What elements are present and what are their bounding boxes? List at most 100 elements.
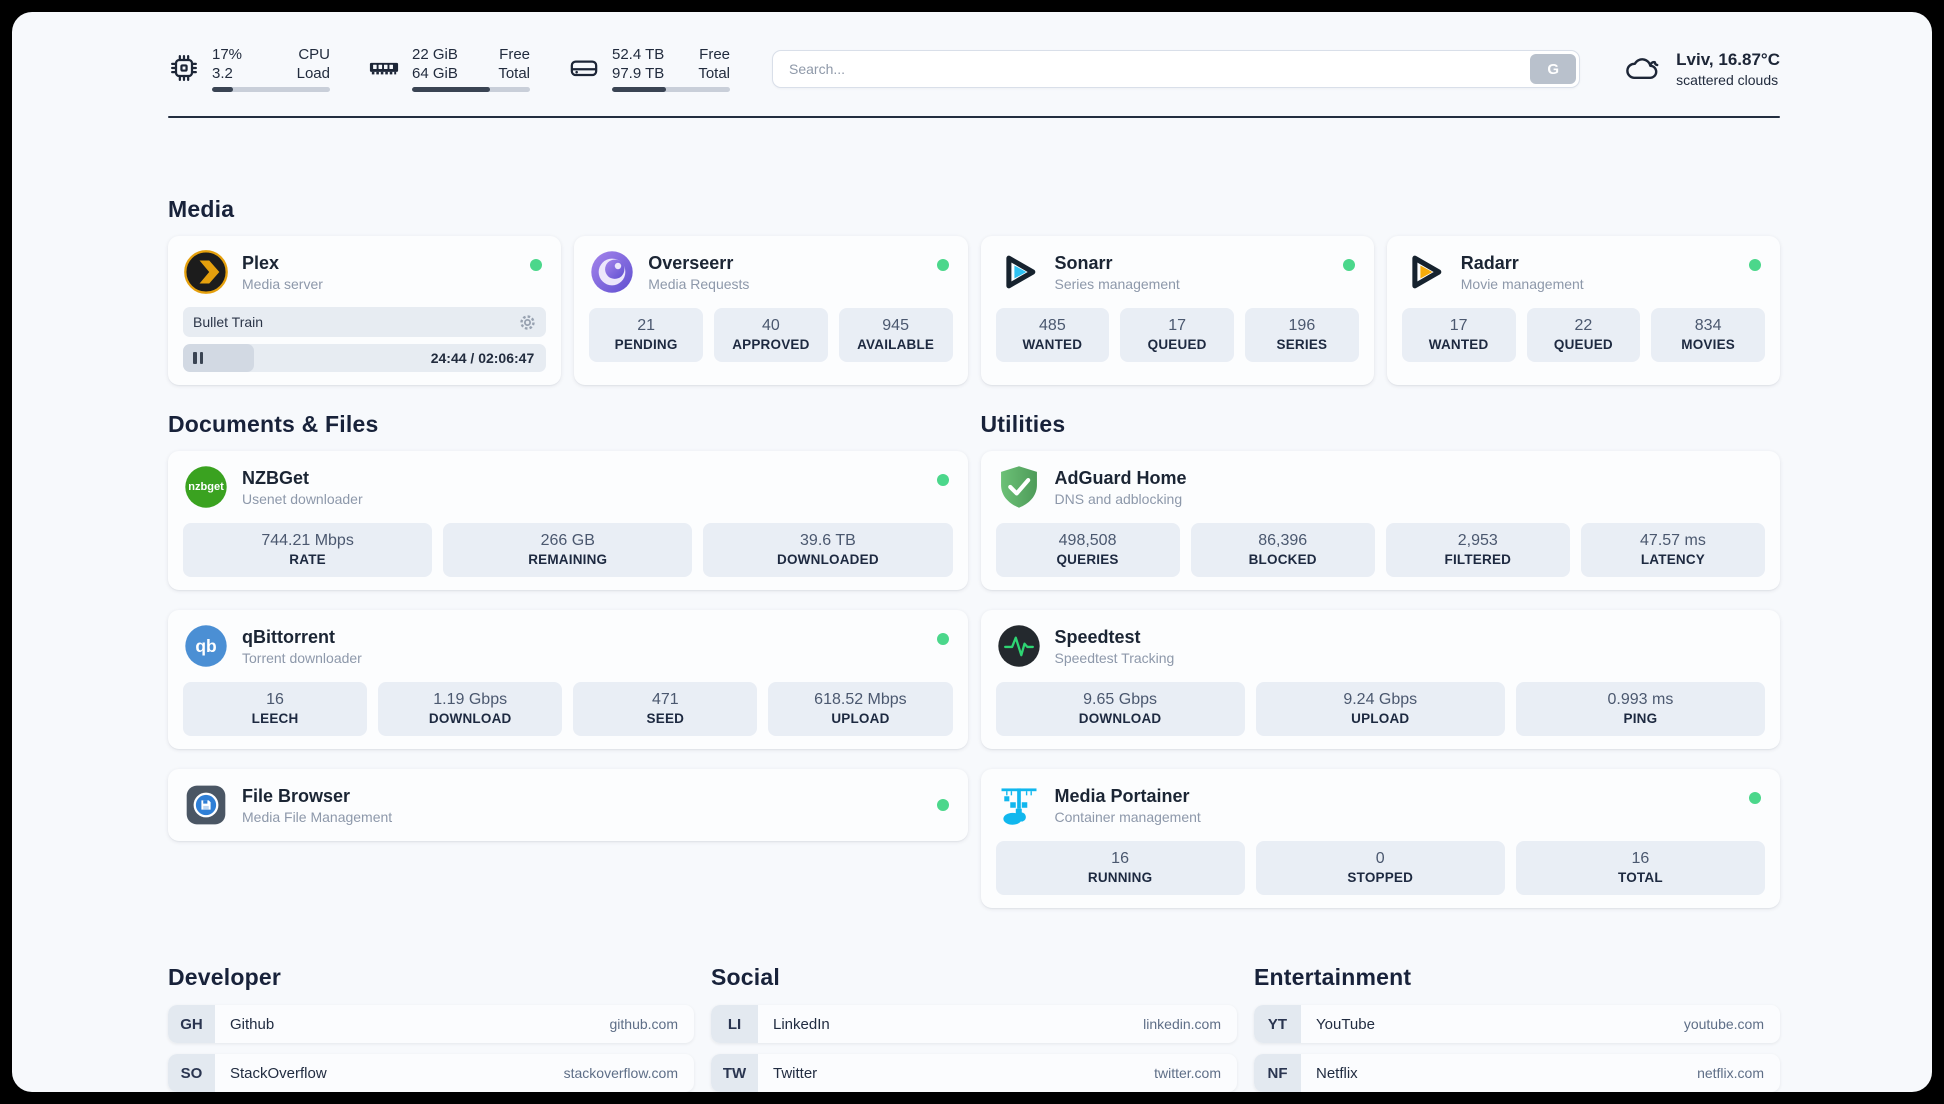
links-column-social: Social LI LinkedIn linkedin.com TW Twitt… (711, 964, 1237, 1092)
app-card-filebrowser[interactable]: File Browser Media File Management (168, 769, 968, 841)
pause-icon[interactable] (193, 352, 203, 364)
link-abbr: NF (1254, 1054, 1301, 1092)
section-title-developer: Developer (168, 964, 282, 990)
app-title: Plex (242, 252, 280, 273)
section-title-media: Media (168, 196, 235, 222)
ram-total-label: Total (498, 65, 530, 82)
disk-stat: 52.4 TB Free 97.9 TB Total (568, 46, 730, 92)
playback-time: 24:44 / 02:06:47 (430, 350, 535, 366)
ram-free-value: 22 GiB (412, 46, 458, 63)
sonarr-icon (996, 249, 1042, 295)
status-online-dot (936, 474, 949, 486)
overseerr-icon (589, 249, 635, 295)
svg-text:qb: qb (195, 636, 216, 656)
portainer-icon (996, 782, 1042, 828)
section-title-social: Social (711, 964, 780, 990)
app-title: Sonarr (1054, 252, 1113, 273)
app-subtitle: Container management (1054, 808, 1201, 825)
stat-tile: 2,953 FILTERED (1385, 523, 1570, 577)
link-url: twitter.com (1154, 1065, 1221, 1081)
app-subtitle: Torrent downloader (242, 649, 362, 666)
app-card-sonarr[interactable]: Sonarr Series management 485 WANTED 17 QUE… (980, 236, 1374, 385)
stat-tile: 0 STOPPED (1255, 841, 1505, 895)
app-subtitle: Speedtest Tracking (1054, 649, 1175, 666)
now-playing-title: Bullet Train (193, 314, 264, 330)
link-url: netflix.com (1697, 1065, 1764, 1081)
stat-tile: 47.57 ms LATENCY (1580, 523, 1765, 577)
dashboard-page: 17% CPU 3.2 Load (12, 12, 1932, 1092)
header-divider (168, 116, 1780, 118)
system-stats: 17% CPU 3.2 Load (168, 46, 730, 92)
cpu-usage-value: 17% (212, 46, 243, 63)
app-title: qBittorrent (242, 626, 335, 647)
stat-tile: 1.19 Gbps DOWNLOAD (378, 682, 563, 736)
qbittorrent-icon: qb (183, 623, 229, 669)
stat-tile: 0.993 ms PING (1515, 682, 1765, 736)
disk-progress-bar (612, 87, 730, 92)
app-card-portainer[interactable]: Media Portainer Container management 16 R… (980, 769, 1780, 908)
status-online-dot (936, 633, 949, 645)
stat-tile: 744.21 Mbps RATE (183, 523, 433, 577)
cpu-usage-label: CPU (298, 46, 330, 63)
ram-icon (369, 62, 399, 75)
plex-icon (183, 249, 229, 295)
stat-tile: 9.24 Gbps UPLOAD (1255, 682, 1505, 736)
app-subtitle: DNS and adblocking (1054, 490, 1183, 507)
app-card-plex[interactable]: Plex Media server Bullet Train 24:44 / 0 (168, 236, 562, 385)
app-card-radarr[interactable]: Radarr Movie management 17 WANTED 22 QUEUE… (1386, 236, 1780, 385)
settings-icon[interactable] (519, 314, 536, 331)
nzbget-icon: nzbget (183, 464, 229, 510)
stat-tile: 498,508 QUERIES (995, 523, 1180, 577)
app-card-qbittorrent[interactable]: qb qBittorrent Torrent downloader 16 LEEC… (168, 610, 968, 749)
weather-location-temp: Lviv, 16.87°C (1676, 50, 1780, 69)
app-subtitle: Media File Management (242, 808, 393, 825)
stat-tile: 16 TOTAL (1515, 841, 1765, 895)
cpu-progress-bar (212, 87, 330, 92)
svg-text:nzbget: nzbget (188, 481, 224, 493)
stat-tile: 17 WANTED (1401, 308, 1516, 362)
cloud-icon (1626, 58, 1659, 79)
stat-tile: 86,396 BLOCKED (1190, 523, 1375, 577)
cpu-load-value: 3.2 (212, 65, 233, 82)
app-card-nzbget[interactable]: nzbget NZBGet Usenet downloader 744.21 M… (168, 451, 968, 590)
stat-tile: 21 PENDING (589, 308, 703, 362)
link-name: Netflix (1316, 1064, 1358, 1082)
link-abbr: TW (711, 1054, 758, 1092)
stat-tile: 17 QUEUED (1120, 308, 1234, 362)
status-online-dot (936, 259, 949, 271)
stat-tile: 40 APPROVED (714, 308, 828, 362)
app-subtitle: Movie management (1460, 275, 1584, 292)
stat-tile: 266 GB REMAINING (443, 523, 693, 577)
cpu-load-label: Load (296, 65, 330, 82)
link-linkedin[interactable]: LI LinkedIn linkedin.com (711, 1005, 1237, 1043)
links-column-entertainment: Entertainment YT YouTube youtube.com NF … (1254, 964, 1780, 1092)
app-card-overseerr[interactable]: Overseerr Media Requests 21 PENDING 40 APP… (574, 236, 968, 385)
app-title: Media Portainer (1054, 785, 1190, 806)
stat-tile: 9.65 Gbps DOWNLOAD (995, 682, 1245, 736)
weather-widget: Lviv, 16.87°C scattered clouds (1622, 49, 1780, 89)
link-github[interactable]: GH Github github.com (168, 1005, 694, 1043)
status-online-dot (1342, 259, 1355, 271)
radarr-icon (1402, 249, 1448, 295)
stat-tile: 834 MOVIES (1651, 308, 1765, 362)
link-name: YouTube (1316, 1015, 1375, 1033)
link-stackoverflow[interactable]: SO StackOverflow stackoverflow.com (168, 1054, 694, 1092)
app-title: Radarr (1460, 252, 1519, 273)
app-card-speedtest[interactable]: Speedtest Speedtest Tracking 9.65 Gbps DO… (980, 610, 1780, 749)
disk-free-value: 52.4 TB (612, 46, 665, 63)
link-netflix[interactable]: NF Netflix netflix.com (1254, 1054, 1780, 1092)
link-url: stackoverflow.com (563, 1065, 678, 1081)
search-engine-button[interactable]: G (1530, 54, 1577, 84)
section-title-utilities: Utilities (980, 411, 1066, 437)
link-youtube[interactable]: YT YouTube youtube.com (1254, 1005, 1780, 1043)
search-input[interactable] (773, 51, 1528, 87)
section-title-entertainment: Entertainment (1254, 964, 1412, 990)
app-card-adguard[interactable]: AdGuard Home DNS and adblocking 498,508 Q… (980, 451, 1780, 590)
ram-stat: 22 GiB Free 64 GiB Total (368, 46, 530, 92)
stat-tile: 196 SERIES (1245, 308, 1359, 362)
playback-progress-bar[interactable]: 24:44 / 02:06:47 (183, 344, 547, 372)
link-name: LinkedIn (773, 1015, 830, 1033)
search-bar: G (772, 50, 1581, 88)
link-twitter[interactable]: TW Twitter twitter.com (711, 1054, 1237, 1092)
